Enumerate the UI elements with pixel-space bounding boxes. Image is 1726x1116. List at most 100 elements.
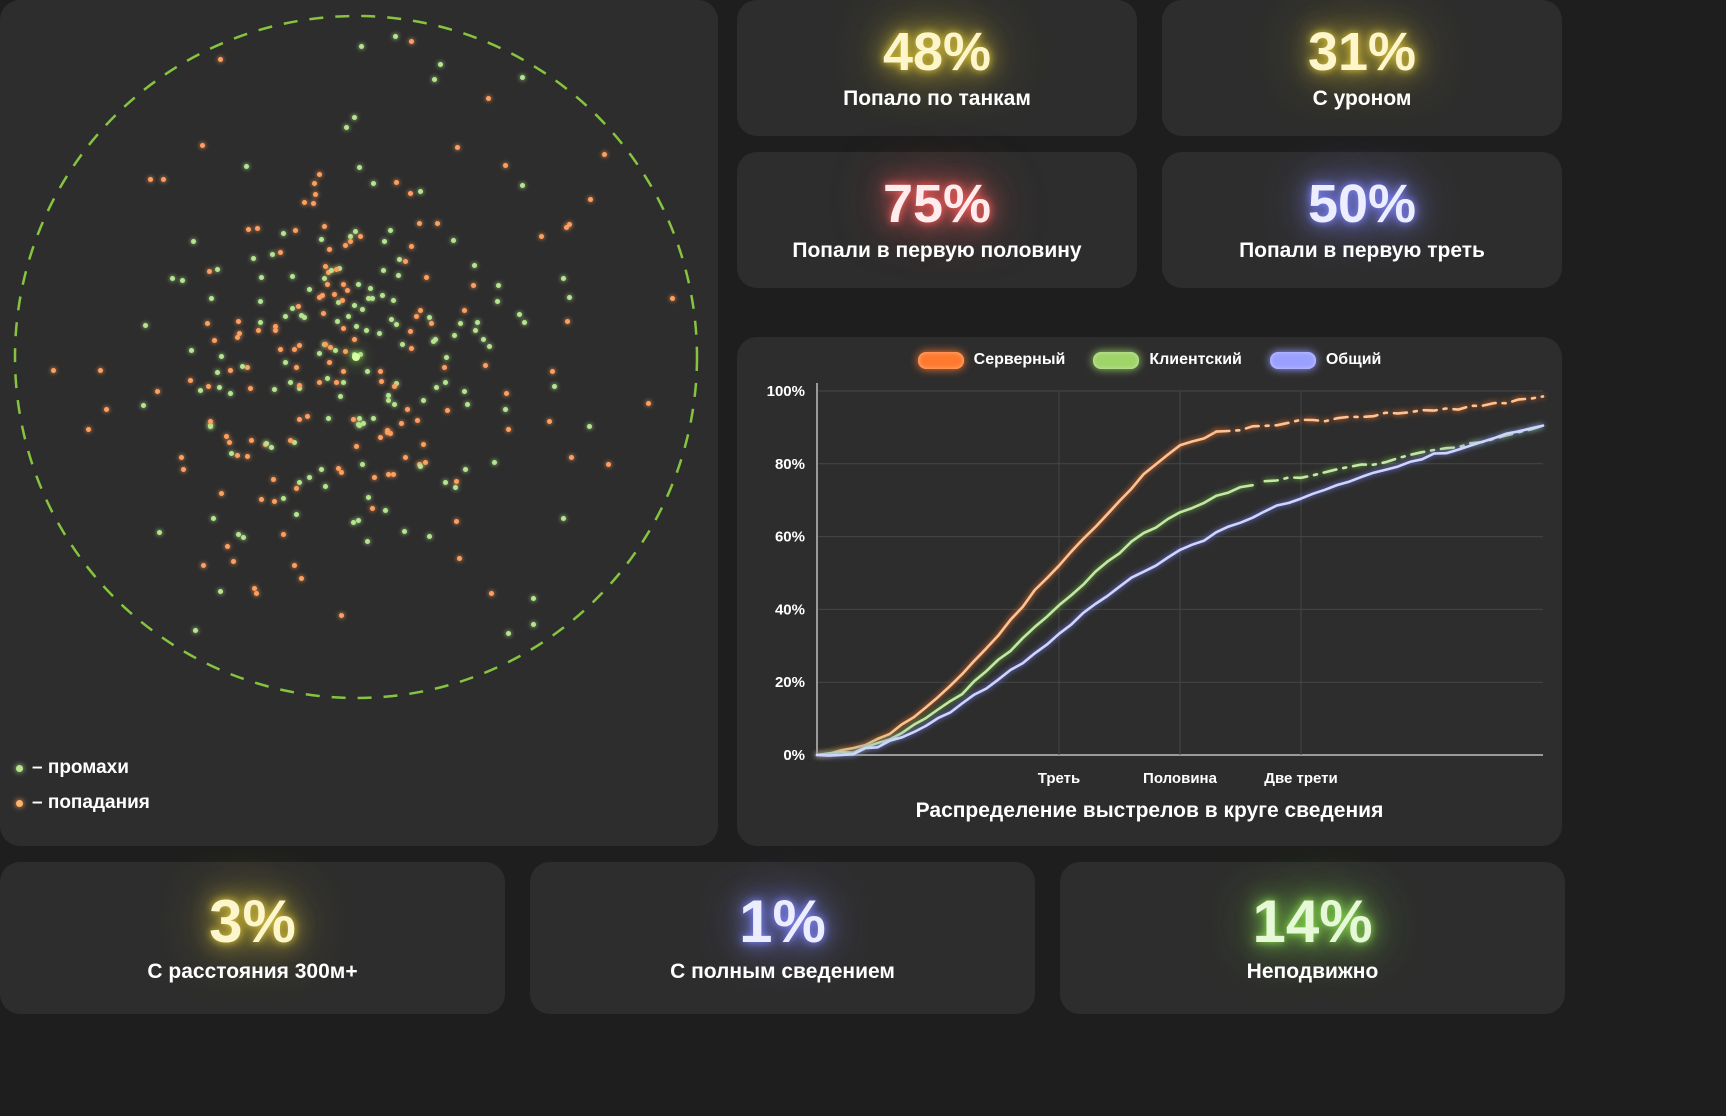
scatter-point-miss <box>491 460 497 466</box>
scatter-point-hit <box>502 162 508 168</box>
scatter-point-hit <box>408 243 414 249</box>
scatter-legend: – промахи – попадания <box>16 757 150 814</box>
scatter-point-miss <box>370 181 376 187</box>
scatter-point-hit <box>245 454 251 460</box>
scatter-point-hit <box>205 384 211 390</box>
scatter-point-hit <box>244 364 250 370</box>
scatter-point-miss <box>348 233 354 239</box>
x-tick-label: Треть <box>1038 770 1080 787</box>
scatter-point-hit <box>482 362 488 368</box>
scatter-point-hit <box>429 321 435 326</box>
scatter-point-hit <box>326 246 332 252</box>
scatter-point-miss <box>356 518 362 524</box>
scatter-point-miss <box>376 331 382 336</box>
scatter-point-hit <box>205 321 211 327</box>
scatter-point-hit <box>258 496 264 502</box>
scatter-point-miss <box>397 257 403 263</box>
scatter-point-miss <box>561 275 567 281</box>
scatter-point-hit <box>236 331 242 337</box>
scatter-point-hit <box>234 335 240 341</box>
y-tick-label: 80% <box>775 456 805 473</box>
scatter-point-hit <box>246 227 252 233</box>
scatter-point-hit <box>358 233 364 239</box>
scatter-point-hit <box>413 314 419 320</box>
scatter-point-hit <box>296 382 302 388</box>
scatter-point-miss <box>434 384 440 390</box>
scatter-point-hit <box>50 367 56 373</box>
scatter-point-miss <box>189 347 195 353</box>
scatter-point-miss <box>442 479 448 485</box>
scatter-point-miss <box>386 397 392 403</box>
scatter-point-miss <box>296 480 302 486</box>
scatter-point-hit <box>297 342 303 348</box>
scatter-point-miss <box>141 403 147 409</box>
scatter-point-hit <box>296 304 302 310</box>
scatter-point-miss <box>359 43 365 49</box>
scatter-point-miss <box>368 285 373 291</box>
scatter-point-hit <box>317 294 323 300</box>
scatter-point-hit <box>409 346 415 352</box>
scatter-point-miss <box>503 407 509 413</box>
scatter-point-hit <box>331 291 337 297</box>
x-tick-label: Половина <box>1143 770 1218 787</box>
series-line-client-dashed <box>1263 424 1545 483</box>
series-line-server-solid <box>815 430 1218 757</box>
scatter-point-miss <box>318 236 324 242</box>
scatter-point-miss <box>371 416 377 422</box>
scatter-point-hit <box>228 368 234 374</box>
scatter-point-hit <box>471 282 476 288</box>
scatter-point-miss <box>229 450 235 456</box>
chart-legend: Серверный Клиентский Общий <box>917 351 1381 369</box>
scatter-point-miss <box>380 292 385 298</box>
scatter-point-miss <box>453 485 459 491</box>
legend-swatch-server <box>917 351 964 369</box>
scatter-point-miss <box>461 389 467 395</box>
scatter-point-miss <box>586 424 592 430</box>
scatter-point-hit <box>310 200 316 206</box>
scatter-point-miss <box>338 393 344 399</box>
scatter-point-miss <box>392 401 398 407</box>
legend-item-misses: – промахи <box>16 757 150 779</box>
scatter-point-miss <box>352 303 358 309</box>
scatter-point-hit <box>343 349 348 354</box>
scatter-point-hit <box>294 486 300 492</box>
stat-card-distance-300: 3% С расстояния 300м+ <box>0 862 505 1014</box>
scatter-point-miss <box>465 402 471 408</box>
scatter-point-hit <box>160 177 166 182</box>
scatter-point-miss <box>208 295 214 301</box>
scatter-point-hit <box>538 234 544 240</box>
scatter-point-hit <box>199 143 205 149</box>
scatter-point-miss <box>337 266 343 272</box>
scatter-point-miss <box>427 315 433 320</box>
scatter-point-miss <box>517 312 523 318</box>
scatter-point-miss <box>269 444 275 450</box>
scatter-point-hit <box>293 227 299 233</box>
scatter-point-miss <box>383 507 389 513</box>
scatter-point-miss <box>358 351 364 357</box>
series-line-overall-solid <box>815 424 1545 757</box>
scatter-point-miss <box>521 320 527 325</box>
stat-value-stationary: 14% <box>1252 888 1373 955</box>
scatter-point-hit <box>224 434 230 440</box>
scatter-point-hit <box>569 455 575 461</box>
scatter-point-miss <box>390 298 396 304</box>
scatter-point-miss <box>281 496 287 502</box>
scatter-point-miss <box>290 306 296 312</box>
scatter-point-miss <box>357 416 363 422</box>
scatter-point-hit <box>564 319 570 325</box>
stat-card-first-third: 50% Попали в первую треть <box>1162 152 1562 288</box>
scatter-point-miss <box>351 519 357 525</box>
scatter-point-hit <box>370 505 375 511</box>
scatter-point-miss <box>381 267 386 273</box>
scatter-point-miss <box>190 239 196 245</box>
scatter-point-miss <box>566 295 572 301</box>
stat-card-hit-tanks: 48% Попало по танкам <box>737 0 1137 136</box>
scatter-point-miss <box>287 379 293 385</box>
scatter-point-hit <box>453 518 459 524</box>
scatter-point-hit <box>645 401 651 407</box>
scatter-point-hit <box>248 385 253 391</box>
legend-label-hits: – попадания <box>32 792 150 813</box>
scatter-point-miss <box>336 299 342 305</box>
scatter-point-miss <box>365 369 371 375</box>
scatter-point-hit <box>207 419 213 425</box>
